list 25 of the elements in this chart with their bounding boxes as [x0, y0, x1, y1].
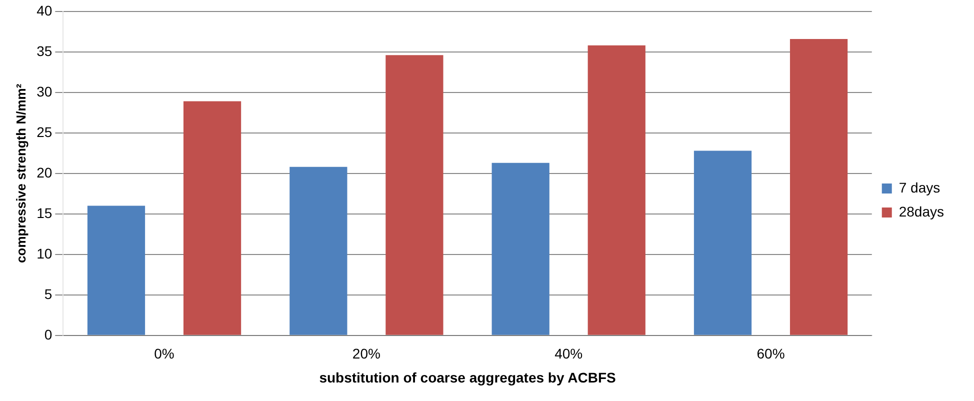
y-axis-title: compressive strength N/mm²	[13, 83, 28, 263]
legend-label: 28days	[898, 203, 944, 220]
bar	[790, 38, 848, 335]
x-tick-label: 0%	[154, 346, 174, 362]
bar	[588, 45, 646, 335]
y-tick-label: 20	[36, 164, 52, 180]
legend-label: 7 days	[898, 179, 940, 196]
x-tick-label: 40%	[554, 346, 583, 362]
bar	[694, 150, 752, 335]
bar	[183, 101, 242, 335]
y-tick-label: 0	[44, 326, 52, 342]
y-tick-label: 40	[36, 2, 52, 18]
y-tick-label: 30	[36, 83, 52, 100]
bar	[290, 166, 348, 335]
bar	[386, 55, 444, 335]
bar	[492, 162, 550, 335]
x-tick-label: 20%	[352, 346, 380, 362]
y-tick-label: 35	[36, 42, 52, 59]
bar	[87, 206, 146, 335]
y-tick-label: 15	[36, 204, 52, 221]
y-tick-label: 5	[44, 286, 52, 302]
y-tick-label: 25	[36, 124, 52, 140]
y-tick-label: 10	[36, 245, 52, 262]
x-axis-title: substitution of coarse aggregates by ACBFS	[319, 369, 616, 386]
x-tick-label: 60%	[756, 346, 785, 362]
